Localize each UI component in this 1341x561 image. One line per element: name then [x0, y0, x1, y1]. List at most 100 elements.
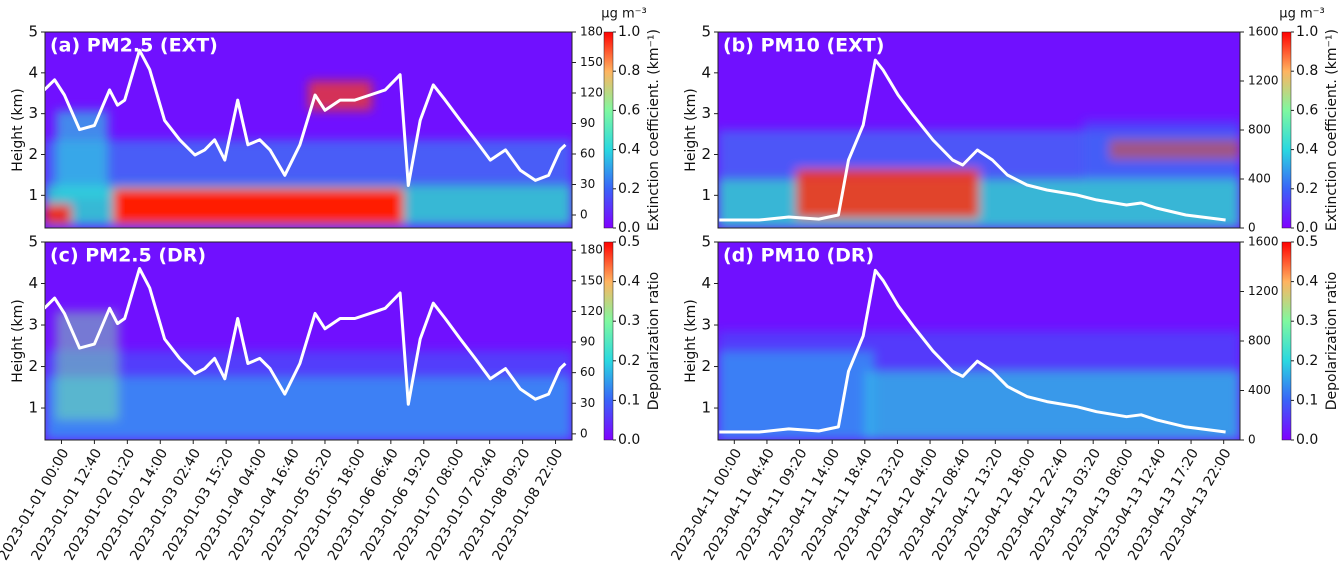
colorbar-tick-label: 0.4 — [1296, 274, 1318, 290]
plot-frame — [44, 241, 573, 441]
colorbar-tick-label: 0.3 — [618, 313, 640, 329]
y2-tick-label: 180 — [580, 243, 603, 257]
y-tick-label: 5 — [28, 233, 38, 251]
colorbar-tick-label: 1.0 — [1296, 24, 1318, 40]
y2-tick-label: 1200 — [1248, 284, 1279, 298]
y-axis-label: Height (km) — [10, 88, 26, 171]
colorbar-tick-label: 0.5 — [1296, 234, 1318, 250]
colorbar-tick-label: 0.0 — [618, 220, 640, 236]
y2-tick-label: 60 — [580, 146, 595, 160]
heatmap-region — [45, 204, 72, 225]
colorbar-tick-label: 1.0 — [618, 24, 640, 40]
y2-tick-label: 800 — [1248, 123, 1271, 137]
y-tick-label: 4 — [701, 274, 711, 292]
heatmap-texture — [45, 81, 572, 228]
pm-line — [719, 58, 1226, 222]
colorbar-tick-label: 0.2 — [1296, 181, 1318, 197]
y-tick-label: 3 — [28, 316, 38, 334]
colorbar-tick-label: 0.2 — [618, 353, 640, 369]
pm-line — [45, 267, 567, 406]
y2-tick-label: 30 — [580, 396, 595, 410]
y2-tick-label: 1600 — [1248, 235, 1279, 249]
heatmap-region — [796, 169, 979, 219]
y-tick-label: 1 — [28, 186, 38, 204]
colorbar-tick-label: 0.2 — [1296, 353, 1318, 369]
colorbar-tick-label: 0.6 — [1296, 102, 1318, 118]
colorbar-tick-label: 0.0 — [618, 432, 640, 448]
colorbar-label: Depolarization ratio — [1324, 272, 1340, 410]
y2-tick-label: 0 — [580, 207, 588, 221]
colorbar-tick-label: 0.4 — [618, 142, 640, 158]
y2-tick-label: 120 — [580, 85, 603, 99]
colorbar-tick-label: 0.4 — [618, 274, 640, 290]
colorbar-tick-label: 0.1 — [1296, 392, 1318, 408]
colorbar-tick-label: 0.0 — [1296, 432, 1318, 448]
colorbar-tick-label: 0.2 — [618, 181, 640, 197]
colorbar-tick-label: 0.1 — [618, 392, 640, 408]
colorbar-label: Extinction coefficient. (km⁻¹) — [1324, 29, 1340, 231]
y2-tick-label: 1200 — [1248, 74, 1279, 88]
y-tick-label: 5 — [701, 23, 711, 41]
pm-line — [45, 48, 567, 187]
colorbar — [1281, 31, 1292, 229]
y-tick-label: 2 — [701, 145, 711, 163]
colorbar-label: Depolarization ratio — [646, 272, 662, 410]
colorbar-tick-label: 0.8 — [618, 63, 640, 79]
y-tick-label: 1 — [28, 399, 38, 417]
panel-title: (c) PM2.5 (DR) — [50, 245, 206, 267]
heatmap-region — [718, 350, 875, 440]
y-tick-label: 1 — [701, 399, 711, 417]
y2-axis-label: µg m⁻³ — [1279, 7, 1324, 22]
y-tick-label: 4 — [28, 274, 38, 292]
y-tick-label: 3 — [701, 316, 711, 334]
heatmap-region — [45, 376, 572, 440]
heatmap-region — [55, 311, 119, 421]
y2-tick-label: 180 — [580, 25, 603, 39]
colorbar-tick-label: 0.5 — [618, 234, 640, 250]
y2-tick-label: 150 — [580, 55, 603, 69]
panel-title: (b) PM10 (EXT) — [723, 35, 884, 57]
y-axis-label: Height (km) — [683, 88, 699, 171]
y2-tick-label: 150 — [580, 273, 603, 287]
y-tick-label: 2 — [701, 357, 711, 375]
heatmap-region — [864, 370, 1240, 440]
y2-tick-label: 800 — [1248, 334, 1271, 348]
y-axis-label: Height (km) — [10, 299, 26, 382]
y2-tick-label: 0 — [580, 426, 588, 440]
y-tick-label: 1 — [701, 186, 711, 204]
colorbar-tick-label: 0.4 — [1296, 142, 1318, 158]
colorbar — [1281, 241, 1292, 441]
colorbar-tick-label: 0.3 — [1296, 313, 1318, 329]
y2-tick-label: 90 — [580, 116, 595, 130]
y2-tick-label: 90 — [580, 335, 595, 349]
y2-tick-label: 400 — [1248, 383, 1271, 397]
heatmap-region — [55, 110, 109, 199]
colorbar-label: Extinction coefficient. (km⁻¹) — [646, 29, 662, 231]
y-axis-label: Height (km) — [683, 299, 699, 382]
y2-axis-label: µg m⁻³ — [601, 7, 646, 22]
y2-tick-label: 60 — [580, 365, 595, 379]
heatmap-texture — [718, 331, 1240, 440]
y2-tick-label: 0 — [1248, 433, 1256, 447]
y-tick-label: 5 — [701, 233, 711, 251]
heatmap-region — [1109, 139, 1240, 160]
y-tick-label: 2 — [28, 357, 38, 375]
y2-tick-label: 0 — [1248, 221, 1256, 235]
y-tick-label: 4 — [28, 63, 38, 81]
y-tick-label: 3 — [28, 104, 38, 122]
y2-tick-label: 120 — [580, 304, 603, 318]
colorbar-tick-label: 0.6 — [618, 102, 640, 118]
panel-title: (d) PM10 (DR) — [723, 245, 874, 267]
colorbar — [603, 31, 614, 229]
y-tick-label: 5 — [28, 23, 38, 41]
y2-tick-label: 400 — [1248, 172, 1271, 186]
y2-tick-label: 30 — [580, 177, 595, 191]
y-tick-label: 3 — [701, 104, 711, 122]
plot-frame — [44, 31, 573, 229]
pm-line — [719, 268, 1226, 434]
colorbar — [603, 241, 614, 441]
y-tick-label: 2 — [28, 145, 38, 163]
colorbar-tick-label: 0.0 — [1296, 220, 1318, 236]
heatmap-texture — [718, 120, 1240, 228]
